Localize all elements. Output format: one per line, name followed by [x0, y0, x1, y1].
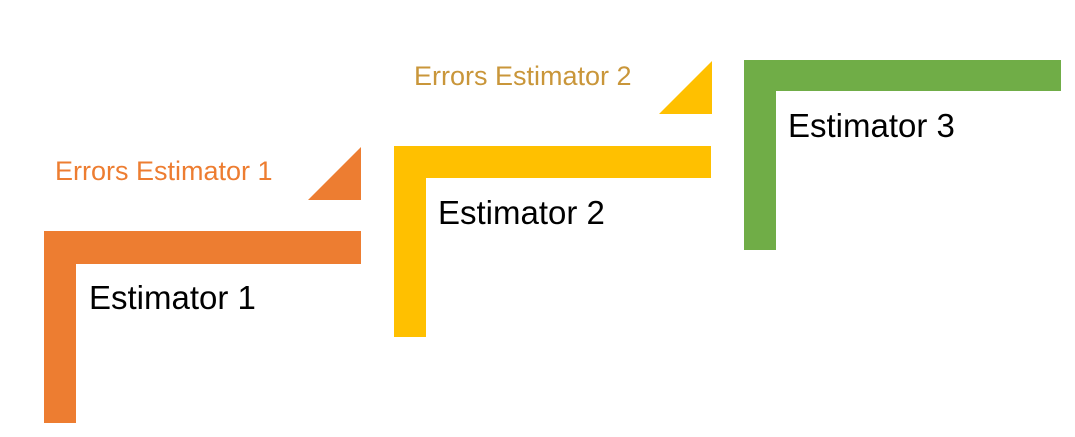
- estimator-3-label: Estimator 3: [788, 107, 955, 144]
- errors-estimator-1-label: Errors Estimator 1: [55, 156, 273, 186]
- errors-estimator-1-triangle: [308, 147, 361, 200]
- estimator-3-vertical-bar: [744, 60, 776, 250]
- estimator-1-label: Estimator 1: [89, 279, 256, 316]
- errors-estimator-2-triangle: [659, 61, 712, 114]
- estimator-2-horizontal-bar: [394, 146, 711, 178]
- errors-estimator-2-label: Errors Estimator 2: [414, 61, 632, 91]
- estimator-1-horizontal-bar: [44, 231, 361, 264]
- estimator-3-horizontal-bar: [744, 60, 1061, 91]
- estimator-2-label: Estimator 2: [438, 194, 605, 231]
